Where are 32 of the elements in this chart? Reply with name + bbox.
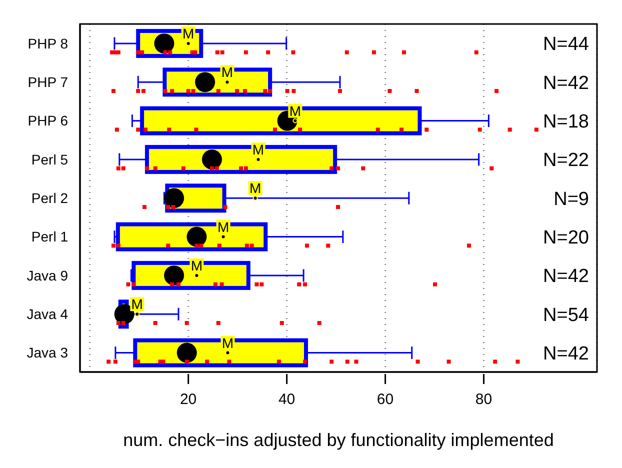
annotation: M [182, 25, 194, 42]
annotation: M [222, 334, 234, 351]
annotation: M [190, 257, 203, 274]
y-tick-label: Perl 1 [31, 228, 68, 245]
annotation: M [289, 102, 302, 119]
annotation: M [221, 64, 234, 80]
x-tick-label: 20 [180, 391, 197, 408]
y-tick-label: Perl 2 [31, 190, 68, 206]
annotation: N=42 [543, 266, 589, 288]
y-tick-label: PHP 8 [28, 35, 68, 52]
y-tick-label: Java 9 [26, 267, 68, 284]
x-tick-label: 80 [475, 391, 492, 408]
annotation: N=18 [543, 111, 589, 132]
x-tick-label: 40 [278, 391, 296, 408]
annotation: N=54 [543, 304, 590, 326]
y-tick-label: Java 4 [26, 306, 68, 322]
y-tick-label: PHP 6 [28, 112, 68, 129]
y-tick-label: Java 3 [26, 344, 68, 361]
annotation: N=44 [543, 34, 590, 56]
x-tick-label: 60 [376, 391, 394, 408]
y-tick-label: Perl 5 [31, 151, 68, 168]
annotation: N=20 [543, 227, 589, 248]
y-tick-label: PHP 7 [28, 74, 68, 90]
annotation: M [249, 180, 262, 196]
annotation: N=42 [543, 343, 589, 364]
annotation: M [131, 296, 143, 312]
annotation: N=42 [543, 72, 589, 94]
x-axis-title: num. check−ins adjusted by functionality implemented [123, 430, 554, 450]
annotation: N=22 [543, 150, 589, 172]
annotation: M [252, 141, 264, 158]
annotation: M [217, 218, 230, 235]
annotation: N=9 [554, 188, 589, 210]
